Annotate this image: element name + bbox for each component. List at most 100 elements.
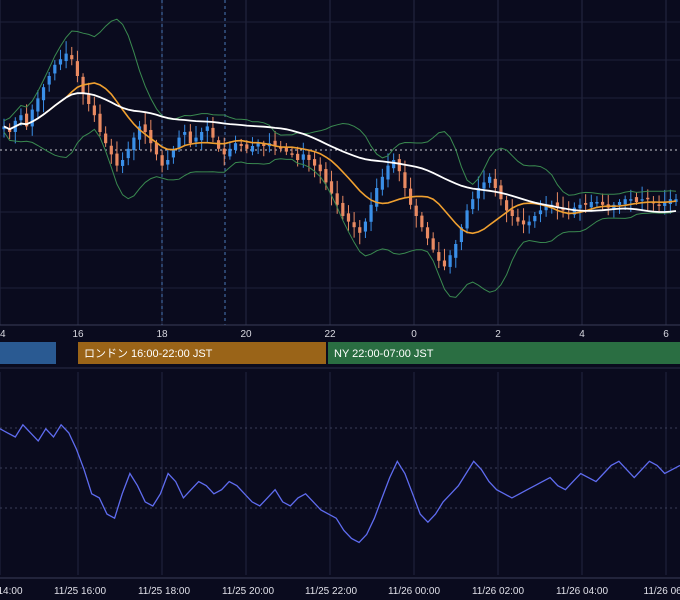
candle-body — [640, 199, 644, 201]
candle-body — [646, 197, 650, 200]
candle-body — [634, 197, 639, 202]
price-x-tick-label: 22 — [324, 329, 336, 340]
candle-body — [420, 215, 424, 228]
candle-body — [98, 113, 102, 132]
price-x-tick-label: 2 — [495, 329, 501, 340]
candle-body — [273, 140, 277, 146]
candle-body — [262, 143, 266, 146]
price-x-tick-label: 0 — [411, 329, 417, 340]
candle-body — [538, 210, 543, 215]
bottom-x-tick-label: 11/25 22:00 — [305, 586, 358, 597]
candle-body — [143, 124, 147, 132]
candle-body — [58, 59, 63, 65]
session-band — [328, 342, 680, 364]
candle-body — [228, 148, 232, 157]
candle-body — [222, 148, 226, 155]
candle-body — [8, 128, 12, 132]
candle-body — [617, 202, 622, 206]
candle-body — [239, 144, 243, 146]
price-panel: 14 16 18 20 22 0 2 4 6 — [0, 0, 680, 340]
candle-body — [437, 252, 441, 261]
candle-body — [120, 160, 125, 166]
candle-body — [674, 199, 678, 202]
bottom-x-tick-label: 11/25 16:00 — [54, 586, 107, 597]
candle-body — [375, 188, 379, 207]
bottom-x-tick-label: 14:00 — [0, 586, 23, 597]
candle-body — [397, 159, 401, 172]
candle-body — [476, 188, 480, 199]
candle-body — [2, 126, 6, 130]
candle-body — [47, 76, 51, 85]
candle-body — [211, 127, 215, 138]
candle-body — [126, 148, 130, 159]
candle-body — [623, 199, 627, 205]
bottom-time-axis: 14:00 11/25 16:00 11/25 18:00 11/25 20:00 11… — [0, 577, 680, 597]
candle-body — [177, 137, 181, 149]
candle-body — [600, 201, 605, 205]
candle-body — [629, 199, 633, 201]
candle-body — [166, 160, 170, 165]
candle-body — [188, 131, 192, 144]
candle-body — [149, 129, 153, 144]
candle-body — [194, 137, 198, 142]
candle-body — [425, 227, 430, 239]
candle-body — [555, 202, 560, 208]
candle-body — [301, 154, 305, 160]
candle-body — [284, 146, 288, 152]
candle-body — [488, 176, 492, 183]
candle-body — [448, 255, 452, 267]
candle-body — [431, 238, 435, 250]
candle-body — [70, 55, 74, 60]
bottom-x-tick-label: 11/26 02:00 — [472, 586, 525, 597]
candle-body — [657, 204, 661, 206]
candle-body — [663, 202, 667, 206]
candle-body — [24, 113, 29, 127]
candle-body — [544, 204, 548, 211]
bollinger-upper-band — [3, 18, 677, 196]
candle-body — [154, 142, 159, 155]
oscillator-panel — [0, 372, 680, 575]
candle-body — [307, 154, 311, 160]
candle-body — [256, 143, 260, 147]
candle-body — [341, 202, 345, 216]
candle-body — [41, 87, 46, 101]
candle-body — [171, 148, 176, 158]
bollinger-lower-band — [3, 128, 677, 298]
candle-body — [459, 227, 464, 243]
bottom-x-tick-label: 11/26 06: — [644, 586, 680, 597]
candle-body — [516, 217, 520, 222]
candle-body — [471, 199, 475, 210]
bottom-x-tick-label: 11/25 20:00 — [222, 586, 275, 597]
candle-body — [329, 181, 334, 194]
price-x-tick-label: 6 — [663, 329, 669, 340]
candle-body — [465, 210, 469, 229]
candle-body — [137, 126, 142, 140]
candle-body — [109, 145, 113, 155]
candle-body — [403, 172, 407, 188]
session-bar: ロンドン 16:00-22:00 JST NY 22:00-07:00 JST — [0, 342, 680, 369]
oscillator-line — [0, 423, 680, 544]
candle-body — [414, 205, 418, 216]
candle-body — [493, 178, 497, 188]
candle-body — [36, 98, 40, 112]
candle-body — [527, 221, 531, 226]
candle-body — [64, 53, 68, 62]
price-x-tick-label: 14 — [0, 329, 6, 340]
candle-body — [92, 105, 96, 116]
candle-body — [504, 200, 509, 211]
candle-body — [53, 64, 57, 74]
candle-body — [200, 132, 204, 141]
candle-body — [510, 209, 514, 216]
candle-body — [279, 147, 283, 149]
session-label: NY 22:00-07:00 JST — [334, 348, 434, 360]
candle-body — [296, 153, 300, 160]
candle-body — [482, 182, 486, 189]
session-label: ロンドン 16:00-22:00 JST — [84, 348, 213, 360]
bottom-x-tick-label: 11/26 00:00 — [388, 586, 441, 597]
candle-body — [572, 207, 576, 215]
candle-body — [346, 213, 351, 222]
candle-body — [312, 159, 317, 166]
candle-body — [533, 216, 537, 222]
